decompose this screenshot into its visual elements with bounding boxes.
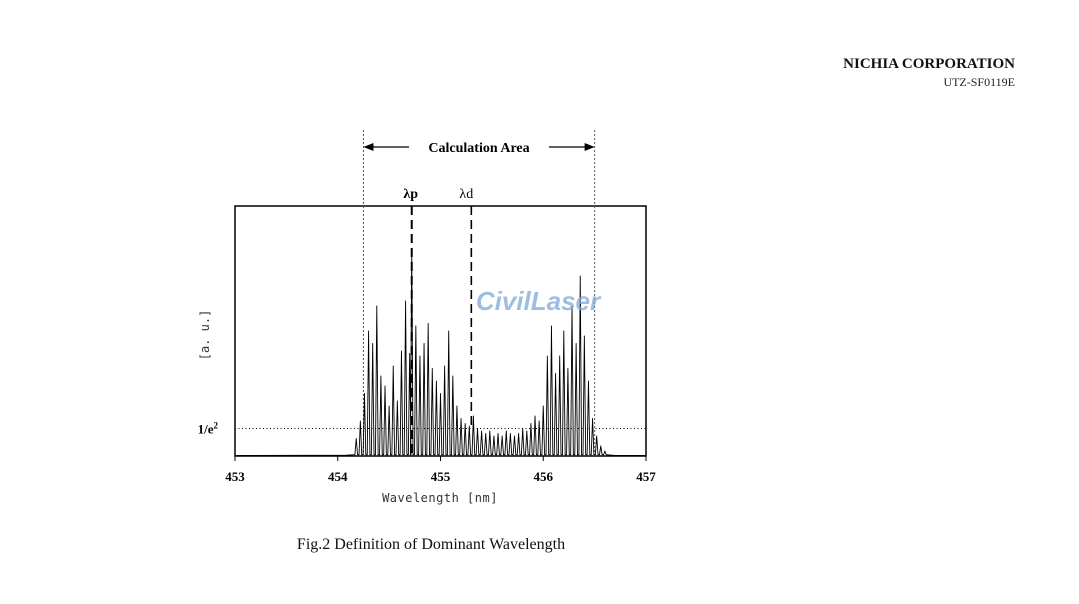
company-name: NICHIA CORPORATION	[843, 56, 1015, 72]
x-tick-label: 456	[534, 469, 554, 484]
lambda-p-label: λp	[403, 187, 418, 202]
x-tick-label: 453	[225, 469, 245, 484]
arrow-left-head-icon	[363, 143, 374, 151]
lambda-d-label: λd	[459, 187, 473, 202]
spectrum-series-line	[234, 250, 646, 456]
x-tick-label: 454	[328, 469, 348, 484]
watermark: CivilLaser	[476, 286, 602, 316]
arrow-right-head-icon	[584, 143, 595, 151]
x-tick-label: 455	[431, 469, 451, 484]
x-tick-label: 457	[636, 469, 656, 484]
figure-caption: Fig.2 Definition of Dominant Wavelength	[296, 536, 566, 553]
threshold-label: 1/e2	[198, 421, 219, 437]
calculation-area-label: Calculation Area	[428, 141, 529, 156]
plot-frame	[234, 205, 647, 457]
y-axis-label: [a. u.]	[198, 310, 212, 361]
document-id: UTZ-SF0119E	[943, 75, 1015, 89]
x-axis-label: Wavelength [nm]	[382, 491, 498, 505]
